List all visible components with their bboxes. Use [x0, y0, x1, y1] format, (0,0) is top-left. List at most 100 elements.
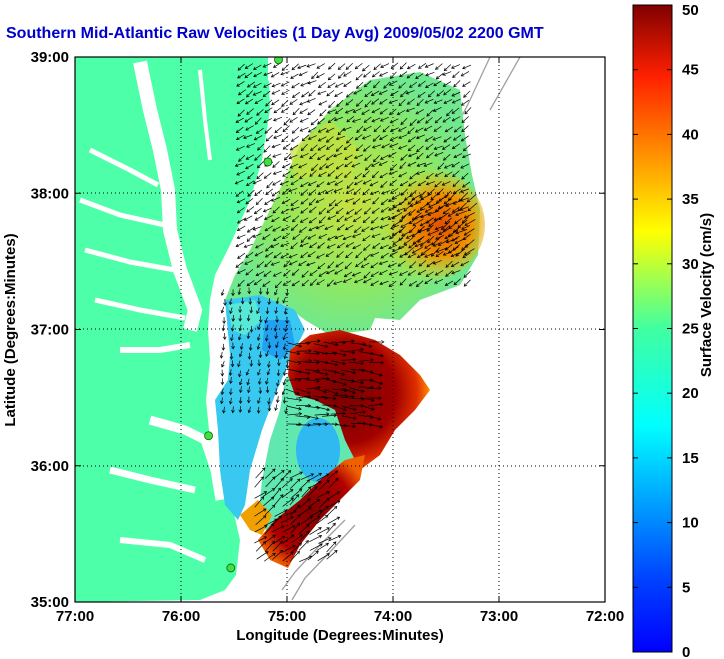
velocity-vector-head	[238, 158, 242, 162]
velocity-vector-head	[451, 110, 456, 114]
velocity-vector-head	[461, 154, 466, 159]
velocity-vector	[349, 379, 364, 384]
velocity-vector-head	[446, 112, 450, 117]
velocity-vector-head	[261, 467, 266, 471]
velocity-vector	[398, 234, 406, 241]
velocity-vector-head	[277, 487, 282, 492]
velocity-vector	[435, 63, 443, 70]
velocity-vector-head	[246, 84, 251, 88]
velocity-vector-head	[380, 209, 385, 213]
velocity-vector	[463, 270, 471, 278]
velocity-vector	[300, 198, 309, 205]
velocity-vector	[309, 509, 322, 518]
velocity-vector-head	[416, 120, 421, 124]
velocity-vector	[419, 190, 427, 198]
velocity-vector-head	[307, 498, 311, 502]
velocity-vector	[288, 253, 298, 258]
velocity-vector	[363, 125, 372, 131]
velocity-vector-head	[308, 220, 313, 224]
velocity-vector	[299, 506, 312, 516]
velocity-vector	[317, 553, 330, 562]
velocity-vector	[399, 62, 407, 70]
velocity-vector-head	[371, 407, 375, 411]
velocity-vector	[265, 244, 273, 252]
velocity-vector	[416, 134, 425, 139]
velocity-vector-head	[300, 254, 304, 258]
velocity-vector-head	[262, 64, 267, 68]
velocity-vector-head	[333, 189, 338, 193]
velocity-vector	[245, 63, 254, 69]
velocity-vector-head	[389, 144, 393, 148]
velocity-vector-head	[406, 65, 411, 70]
velocity-vector-head	[265, 191, 269, 195]
velocity-vector	[284, 396, 286, 404]
velocity-vector	[307, 80, 317, 84]
velocity-vector-head	[255, 130, 260, 134]
velocity-vector	[237, 225, 246, 231]
velocity-vector-head	[389, 128, 394, 133]
velocity-vector	[291, 224, 299, 231]
velocity-vector-head	[263, 491, 268, 495]
velocity-vector	[380, 244, 389, 249]
velocity-vector-head	[228, 372, 233, 377]
velocity-vector-head	[370, 220, 375, 224]
velocity-vector	[304, 395, 319, 401]
velocity-vector	[295, 342, 310, 345]
velocity-vector-head	[417, 271, 422, 275]
velocity-vector-head	[327, 237, 331, 241]
velocity-vector	[461, 125, 469, 132]
velocity-vector	[231, 334, 234, 341]
velocity-vector-head	[351, 273, 356, 277]
velocity-vector	[254, 135, 263, 141]
velocity-vector	[266, 334, 268, 341]
velocity-vector-head	[416, 156, 420, 160]
velocity-vector	[463, 90, 471, 98]
velocity-vector-head	[275, 319, 279, 323]
velocity-vector-head	[387, 198, 392, 203]
velocity-vector	[268, 360, 270, 368]
velocity-vector	[221, 397, 223, 404]
velocity-vector	[361, 262, 370, 268]
velocity-vector-head	[364, 104, 368, 108]
velocity-vector-head	[430, 196, 434, 201]
velocity-vector	[340, 350, 355, 353]
velocity-vector	[407, 127, 415, 134]
velocity-vector	[338, 71, 345, 79]
velocity-vector-head	[296, 550, 300, 555]
velocity-vector-head	[280, 243, 284, 248]
velocity-vector-head	[379, 118, 384, 122]
velocity-vector-head	[309, 282, 314, 286]
velocity-vector-head	[324, 515, 329, 519]
velocity-vector-head	[372, 245, 376, 249]
velocity-vector	[364, 100, 372, 108]
velocity-vector-head	[318, 235, 322, 239]
velocity-vector	[453, 278, 461, 285]
velocity-vector	[254, 508, 267, 517]
velocity-vector-head	[424, 245, 428, 249]
velocity-vector-head	[283, 355, 287, 360]
velocity-vector	[309, 527, 322, 535]
velocity-vector	[437, 188, 444, 196]
velocity-vector-head	[317, 147, 322, 151]
velocity-vector-head	[236, 83, 240, 87]
velocity-vector-head	[253, 281, 258, 286]
velocity-vector-head	[283, 157, 288, 161]
velocity-vector-head	[315, 397, 319, 402]
velocity-vector	[237, 63, 245, 71]
velocity-vector	[408, 136, 416, 143]
velocity-vector-head	[327, 66, 332, 70]
velocity-vector	[396, 207, 406, 212]
velocity-vector-head	[247, 409, 252, 414]
velocity-vector-head	[293, 510, 297, 514]
velocity-vector-head	[316, 368, 321, 373]
velocity-vector-head	[425, 154, 430, 159]
velocity-vector	[330, 413, 346, 415]
velocity-vector-head	[298, 344, 303, 348]
velocity-vector	[462, 216, 469, 224]
velocity-vector-head	[264, 263, 268, 268]
velocity-vector	[389, 251, 398, 257]
velocity-vector	[272, 180, 281, 186]
velocity-vector-head	[288, 261, 293, 266]
velocity-vector-head	[307, 129, 312, 133]
velocity-vector	[264, 107, 273, 113]
